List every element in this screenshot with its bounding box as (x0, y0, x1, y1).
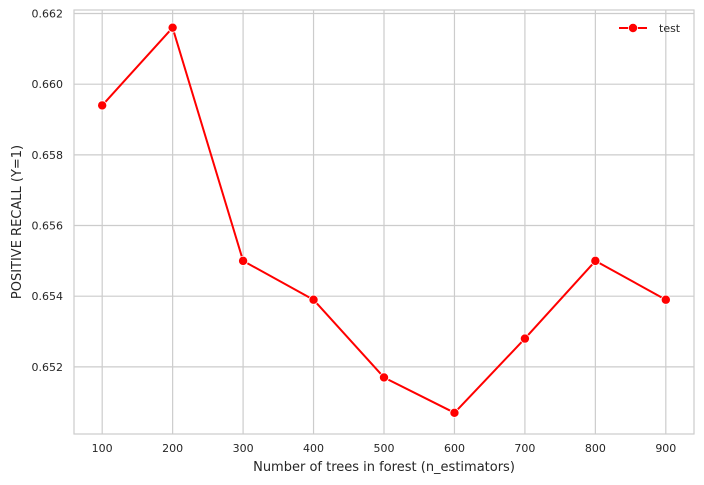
legend-marker (628, 22, 639, 33)
y-axis-label: POSITIVE RECALL (Y=1) (10, 145, 25, 299)
x-tick-label: 900 (655, 442, 676, 455)
y-tick-label: 0.656 (32, 220, 64, 233)
data-point (590, 255, 601, 266)
data-point (378, 372, 389, 383)
x-tick-label: 300 (233, 442, 254, 455)
x-tick-label: 400 (303, 442, 324, 455)
x-tick-label: 500 (374, 442, 395, 455)
x-tick-label: 100 (92, 442, 113, 455)
plot-frame (73, 9, 695, 435)
legend: test (619, 22, 681, 35)
data-point (519, 333, 530, 344)
x-tick-label: 800 (585, 442, 606, 455)
x-tick-label: 600 (444, 442, 465, 455)
series-layer (97, 22, 671, 418)
data-point (660, 294, 671, 305)
x-tick-label: 200 (162, 442, 183, 455)
data-point (308, 294, 319, 305)
y-tick-label: 0.660 (32, 78, 64, 91)
y-tick-label: 0.662 (32, 8, 64, 21)
y-tick-label: 0.658 (32, 149, 64, 162)
y-tick-label: 0.654 (32, 290, 64, 303)
grid (74, 10, 694, 434)
x-axis-label: Number of trees in forest (n_estimators) (253, 460, 515, 475)
y-tick-labels: 0.652 0.654 0.656 0.658 0.660 0.662 (32, 8, 64, 374)
legend-label: test (659, 22, 681, 35)
data-point (449, 407, 460, 418)
y-tick-label: 0.652 (32, 361, 64, 374)
x-tick-label: 700 (514, 442, 535, 455)
data-point (238, 255, 249, 266)
data-point (167, 22, 178, 33)
data-point (97, 100, 108, 111)
x-tick-labels: 100 200 300 400 500 600 700 800 900 (92, 442, 677, 455)
